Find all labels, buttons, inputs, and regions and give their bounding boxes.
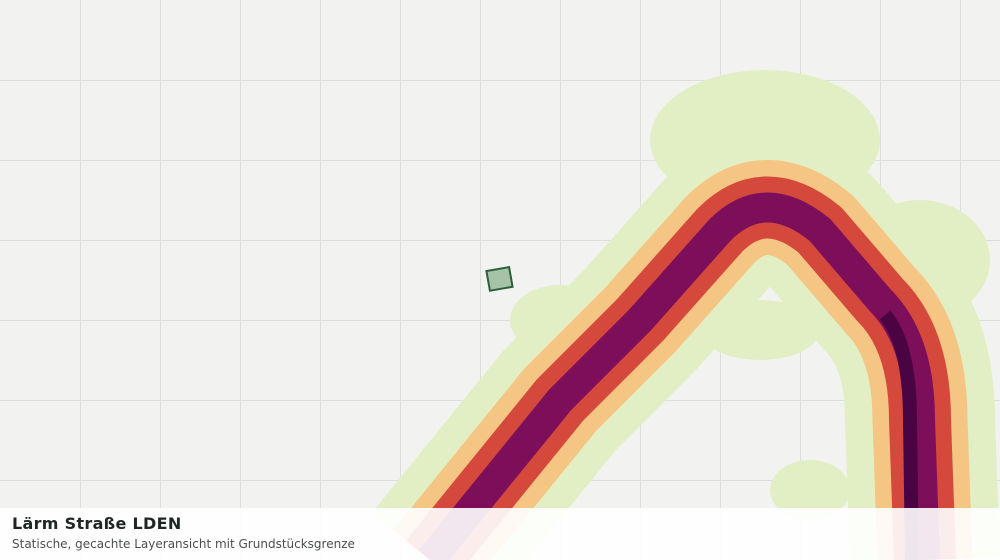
noise-zone-extreme	[879, 310, 919, 560]
title: Lärm Straße LDEN	[12, 514, 182, 533]
subtitle: Statische, gecachte Layeransicht mit Gru…	[12, 537, 355, 551]
parcel-boundary	[485, 265, 514, 292]
noise-zone-low	[770, 460, 850, 520]
noise-zones	[371, 70, 1000, 560]
caption-panel: Lärm Straße LDEN Statische, gecachte Lay…	[0, 508, 1000, 560]
noise-zone-very-high	[418, 192, 940, 560]
noise-zone-low	[700, 300, 820, 360]
